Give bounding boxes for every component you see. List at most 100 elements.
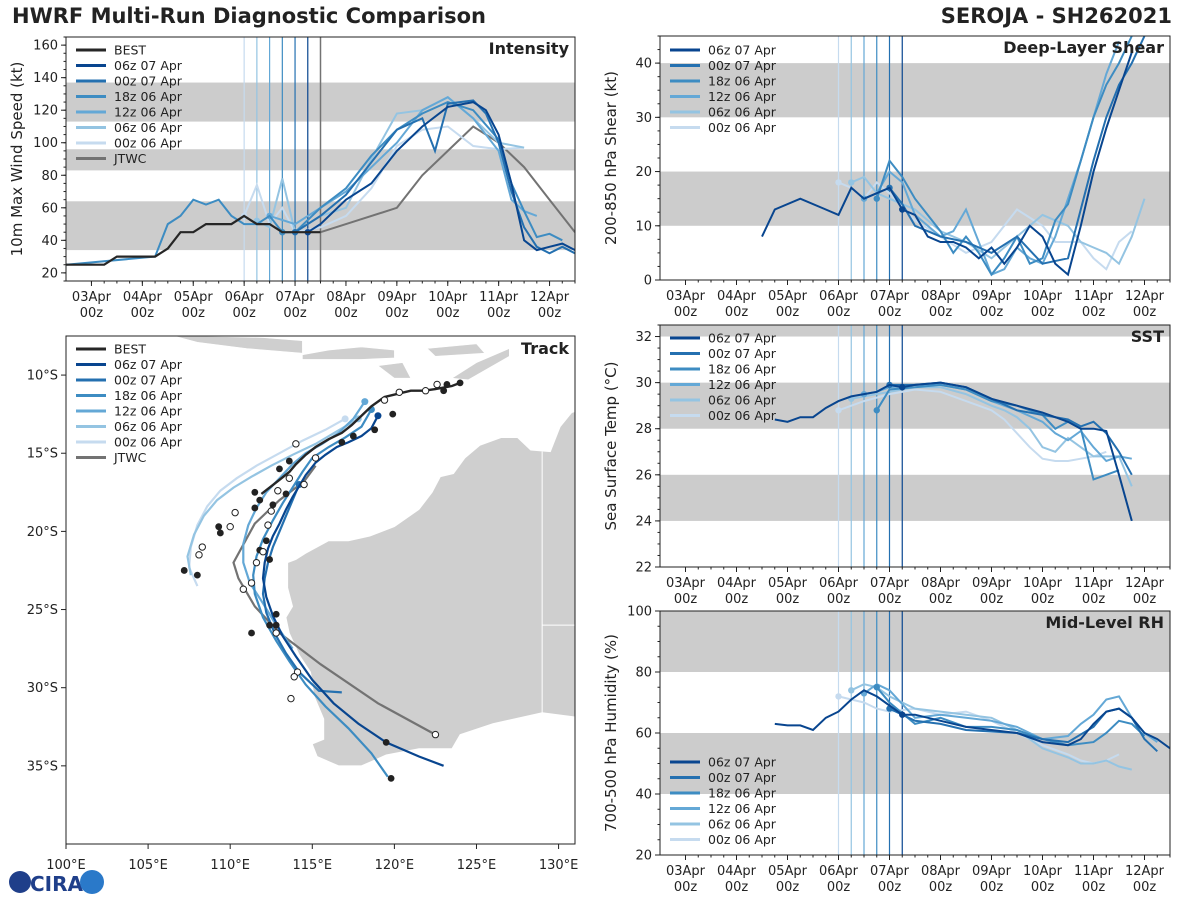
shear-run-init-marker-2 xyxy=(873,195,880,202)
intensity-xtick-label-day: 09Apr xyxy=(377,290,417,305)
shear-plot-area xyxy=(660,36,1170,280)
rh-xtick-label-day: 07Apr xyxy=(870,864,910,879)
intensity-run-line-0 xyxy=(307,101,575,252)
track-marker-00z xyxy=(276,465,283,473)
track-marker-12z xyxy=(226,522,234,531)
shear-xtick-label-hour: 00z xyxy=(725,305,749,320)
track-marker-12z xyxy=(300,480,308,489)
track-marker-00z xyxy=(215,523,223,531)
island-0 xyxy=(302,346,395,360)
shear-xtick-label-day: 08Apr xyxy=(921,289,961,304)
intensity-xtick-label-day: 08Apr xyxy=(326,290,366,305)
intensity-xtick-label-hour: 00z xyxy=(436,306,460,321)
intensity-xtick-label-hour: 00z xyxy=(182,306,206,321)
rh-ytick-label: 40 xyxy=(635,788,652,803)
intensity-legend-label-5: 06z 06 Apr xyxy=(114,120,183,135)
track-legend-label-4: 12z 06 Apr xyxy=(114,404,183,419)
shear-ytick-label: 0 xyxy=(644,274,652,289)
track-legend-label-0: BEST xyxy=(114,342,146,357)
track-ytick-label: 10°S xyxy=(27,369,58,384)
sst-xtick-label-day: 03Apr xyxy=(666,576,706,591)
sst-run-init-marker-2 xyxy=(873,407,880,414)
rh-legend-label-4: 06z 06 Apr xyxy=(708,817,777,832)
track-marker-00z xyxy=(349,432,357,440)
shear-xtick-label-hour: 00z xyxy=(878,305,902,320)
sst-legend-label-4: 06z 06 Apr xyxy=(708,393,777,408)
rh-ytick-label: 80 xyxy=(635,666,652,681)
track-xtick-label: 115°E xyxy=(293,858,333,873)
sst-xtick-label-hour: 00z xyxy=(827,592,851,607)
track-marker-12z xyxy=(421,387,430,395)
rh-plot-area xyxy=(660,611,1170,855)
shear-xtick-label-hour: 00z xyxy=(1031,305,1055,320)
shear-title: Deep-Layer Shear xyxy=(1003,38,1164,57)
track-marker-00z xyxy=(262,537,270,545)
shear-ylabel: 200-850 hPa Shear (kt) xyxy=(602,71,620,245)
storm-id: SEROJA - SH262021 xyxy=(940,4,1172,28)
rh-ytick-label: 60 xyxy=(635,727,652,742)
intensity-legend-label-7: JTWC xyxy=(113,151,147,166)
intensity-xtick-label-hour: 00z xyxy=(487,306,511,321)
intensity-xtick-label-hour: 00z xyxy=(131,306,155,321)
shear-run-line-5 xyxy=(838,180,1133,271)
track-marker-00z xyxy=(282,490,290,498)
track-marker-00z xyxy=(456,379,464,387)
rh-xtick-label-hour: 00z xyxy=(878,880,902,895)
track-xtick-label: 125°E xyxy=(457,858,497,873)
track-marker-00z xyxy=(440,387,448,395)
logo-globe-icon xyxy=(9,871,31,893)
intensity-ylabel: 10m Max Wind Speed (kt) xyxy=(8,62,26,257)
track-ytick-label: 15°S xyxy=(27,447,58,462)
shear-xtick-label-hour: 00z xyxy=(674,305,698,320)
track-marker-00z xyxy=(338,438,346,446)
rh-run-init-marker-5 xyxy=(835,693,842,700)
rh-title: Mid-Level RH xyxy=(1045,613,1164,632)
sst-xtick-label-day: 12Apr xyxy=(1125,576,1165,591)
sst-xtick-label-day: 11Apr xyxy=(1074,576,1114,591)
shear-xtick-label-day: 04Apr xyxy=(717,289,757,304)
intensity-ytick-label: 60 xyxy=(41,201,58,216)
rh-xtick-label-hour: 00z xyxy=(674,880,698,895)
intensity-xtick-label-day: 11Apr xyxy=(479,290,519,305)
track-marker-12z xyxy=(252,558,261,567)
track-marker-00z xyxy=(389,410,397,418)
track-marker-12z xyxy=(259,548,267,556)
track-marker-12z xyxy=(247,579,256,587)
shear-xtick-label-day: 10Apr xyxy=(1023,289,1063,304)
track-marker-00z xyxy=(216,529,224,537)
intensity-ytick-label: 40 xyxy=(41,234,58,249)
track-marker-12z xyxy=(231,508,239,517)
island-2 xyxy=(426,343,486,357)
sst-band-2 xyxy=(660,325,1170,337)
track-marker-12z xyxy=(290,673,298,681)
intensity-ytick-label: 80 xyxy=(41,169,58,184)
intensity-legend-label-3: 18z 06 Apr xyxy=(114,89,183,104)
intensity-ytick-label: 160 xyxy=(33,39,58,54)
track-marker-12z xyxy=(311,454,320,462)
rh-legend-label-2: 18z 06 Apr xyxy=(708,786,777,801)
track-ytick-label: 35°S xyxy=(27,759,58,774)
rh-xtick-label-hour: 00z xyxy=(1082,880,1106,895)
sst-ytick-label: 32 xyxy=(635,330,652,345)
track-frame xyxy=(65,335,576,845)
logo-text: CIRA xyxy=(30,872,84,896)
shear-legend-label-5: 00z 06 Apr xyxy=(708,120,777,135)
sst-legend-label-5: 00z 06 Apr xyxy=(708,408,777,423)
rh-legend-label-1: 00z 07 Apr xyxy=(708,770,777,785)
rh-xtick-label-day: 04Apr xyxy=(717,864,757,879)
track-ytick-label: 20°S xyxy=(27,525,58,540)
shear-xtick-label-day: 11Apr xyxy=(1074,289,1114,304)
sst-xtick-label-hour: 00z xyxy=(980,592,1004,607)
track-run-line-2 xyxy=(252,408,389,778)
shear-run-init-marker-5 xyxy=(835,179,842,186)
intensity-xtick-label-hour: 00z xyxy=(538,306,562,321)
sst-xtick-label-hour: 00z xyxy=(878,592,902,607)
shear-ytick-label: 40 xyxy=(635,57,652,72)
rh-ytick-label: 100 xyxy=(627,605,652,620)
sst-run-line-0 xyxy=(774,381,1133,522)
track-marker-12z xyxy=(274,487,282,495)
intensity-ytick-label: 120 xyxy=(33,104,58,119)
sst-xtick-label-hour: 00z xyxy=(725,592,749,607)
track-legend-label-5: 06z 06 Apr xyxy=(114,419,183,434)
shear-xtick-label-day: 07Apr xyxy=(870,289,910,304)
